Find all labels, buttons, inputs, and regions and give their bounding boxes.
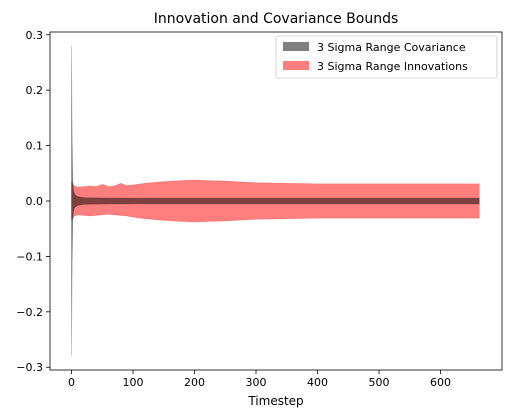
x-axis-label: Timestep (247, 394, 303, 408)
y-axis: 0.3 0.2 0.1 0.0 −0.1 −0.2 −0.3 (16, 29, 50, 374)
y-tick-label: −0.2 (16, 306, 43, 319)
y-tick-label: 0.3 (26, 29, 44, 42)
x-tick-label: 300 (246, 376, 267, 389)
series-band-0 (71, 45, 480, 357)
y-tick-label: 0.0 (26, 195, 44, 208)
x-tick-label: 500 (369, 376, 390, 389)
y-tick-label: 0.1 (26, 140, 44, 153)
legend: 3 Sigma Range Covariance 3 Sigma Range I… (275, 35, 498, 79)
legend-label-covariance: 3 Sigma Range Covariance (317, 41, 466, 54)
y-tick-label: 0.2 (26, 84, 44, 97)
chart-title: Innovation and Covariance Bounds (154, 11, 399, 27)
x-tick-label: 400 (307, 376, 328, 389)
y-tick-label: −0.1 (16, 250, 43, 263)
x-tick-label: 200 (184, 376, 205, 389)
x-axis: 0 100 200 300 400 500 600 (68, 370, 451, 389)
legend-label-innovations: 3 Sigma Range Innovations (317, 60, 468, 73)
y-tick-label: −0.3 (16, 361, 43, 374)
legend-swatch-innovations (283, 61, 309, 70)
legend-box (275, 35, 498, 79)
x-tick-label: 600 (430, 376, 451, 389)
legend-swatch-covariance (283, 42, 309, 51)
plot-area (71, 45, 480, 357)
x-tick-label: 100 (123, 376, 144, 389)
x-tick-label: 0 (68, 376, 75, 389)
